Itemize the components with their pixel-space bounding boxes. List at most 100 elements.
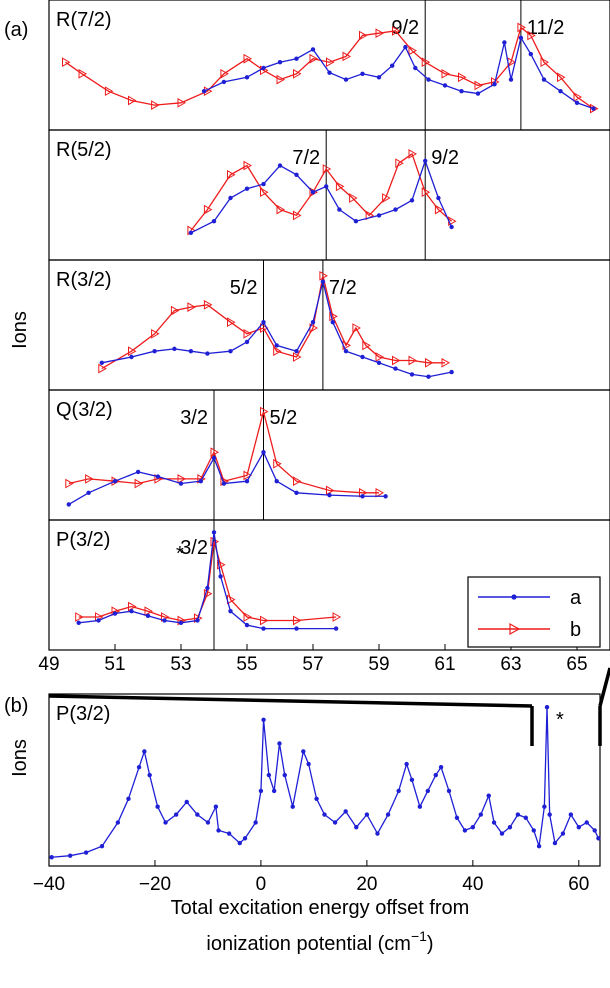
marker-a-11 [310, 320, 316, 325]
transition-label-1: 7/2 [292, 147, 320, 169]
marker-b-20 [425, 357, 434, 368]
panel-b-marker-59 [544, 704, 550, 710]
marker-b-9 [273, 346, 282, 357]
marker-a-1 [221, 79, 227, 85]
marker-a-10 [218, 574, 223, 579]
marker-a-5 [205, 351, 210, 356]
marker-a-6 [178, 620, 184, 625]
marker-b-0 [98, 363, 107, 374]
subplot-5: 3/2 P(3/2) * [48, 519, 610, 651]
series-b-line [68, 411, 379, 494]
panel-b-marker-19 [242, 836, 248, 841]
marker-a-4 [261, 181, 266, 187]
marker-b-6 [227, 317, 236, 328]
marker-b-22 [474, 80, 484, 91]
panel-b-marker-47 [462, 828, 468, 833]
x-tick-label-0: 49 [38, 654, 59, 675]
marker-a-4 [188, 349, 194, 354]
panel-b-marker-57 [536, 844, 542, 849]
legend-marker-a [511, 594, 517, 600]
marker-a-1 [86, 490, 91, 495]
legend-label-b: b [570, 619, 581, 641]
transition-label-1: 3/2 [180, 407, 208, 429]
marker-a-18 [409, 372, 415, 377]
panel-b-marker-6 [136, 765, 142, 770]
marker-b-12 [293, 476, 302, 487]
subplot-frame [48, 129, 610, 261]
marker-b-3 [243, 160, 253, 171]
marker-b-28 [557, 72, 566, 83]
marker-b-13 [260, 615, 269, 626]
marker-a-1 [129, 354, 134, 360]
marker-a-12 [320, 279, 326, 284]
marker-b-0 [62, 57, 71, 68]
marker-b-27 [540, 57, 550, 68]
marker-a-5 [178, 481, 184, 486]
marker-b-20 [441, 68, 451, 79]
marker-a-8 [205, 585, 210, 591]
panel-b-marker-7 [142, 749, 147, 754]
marker-b-2 [227, 169, 236, 180]
subplot-label: R(3/2) [56, 269, 112, 291]
marker-a-6 [310, 47, 316, 52]
panel-a-ylabel: Ions [9, 311, 31, 349]
panel-b-marker-30 [314, 796, 319, 801]
panel-b-marker-39 [404, 761, 409, 767]
series-b-line [190, 152, 453, 231]
marker-b-7 [243, 328, 253, 339]
marker-b-16 [375, 28, 385, 39]
marker-a-16 [376, 360, 382, 365]
panel-b-marker-40 [409, 777, 415, 783]
x-tick-label-8: 65 [566, 654, 587, 675]
marker-a-3 [244, 186, 250, 191]
marker-a-3 [172, 346, 177, 352]
subplot-frame [48, 389, 610, 521]
panel-b-marker-15 [213, 804, 219, 809]
marker-b-1 [203, 204, 213, 215]
x-axis-label-sup: −1 [411, 928, 427, 944]
marker-a-23 [541, 77, 547, 82]
marker-a-0 [99, 360, 105, 365]
panel-b-marker-56 [531, 828, 536, 833]
panel-b-marker-12 [184, 799, 189, 805]
marker-a-20 [508, 77, 514, 82]
panel-b-marker-64 [576, 825, 582, 830]
marker-a-4 [155, 474, 161, 479]
transition-label-2: 9/2 [431, 147, 459, 169]
panel-b-marker-52 [499, 831, 505, 836]
marker-a-17 [393, 366, 398, 371]
panel-b-x-tick-label-4: 40 [462, 874, 483, 895]
marker-a-0 [76, 620, 81, 625]
panel-b-marker-48 [470, 825, 476, 830]
marker-a-22 [528, 51, 533, 57]
panel-b-marker-3 [99, 844, 105, 849]
marker-b-17 [375, 352, 385, 362]
marker-b-25 [517, 22, 526, 33]
marker-a-6 [198, 479, 203, 484]
panel-b-series-line [51, 707, 599, 858]
panel-b-marker-5 [126, 796, 131, 801]
legend-label-a: a [570, 587, 582, 609]
marker-b-10 [260, 406, 269, 417]
x-tick-label-1: 51 [104, 654, 125, 675]
x-tick-label-2: 53 [170, 654, 191, 675]
marker-a-3 [129, 609, 134, 614]
marker-a-25 [574, 100, 580, 106]
marker-b-1 [78, 68, 88, 79]
x-tick-label-3: 55 [236, 654, 257, 675]
marker-a-7 [244, 339, 250, 345]
panel-b-marker-66 [592, 828, 597, 833]
panel-b-marker-13 [195, 812, 200, 817]
marker-b-12 [243, 612, 253, 622]
marker-a-7 [211, 455, 217, 461]
marker-b-1 [128, 346, 137, 357]
panel-b-marker-36 [375, 831, 380, 836]
panel-b-marker-37 [385, 812, 391, 817]
panel-b-marker-18 [237, 840, 242, 846]
subplot-label: P(3/2) [56, 529, 110, 551]
panel-b-marker-67 [596, 836, 601, 841]
marker-b-19 [408, 355, 418, 366]
marker-b-15 [421, 187, 431, 198]
panel-b-marker-29 [306, 761, 311, 767]
marker-b-7 [220, 68, 229, 79]
